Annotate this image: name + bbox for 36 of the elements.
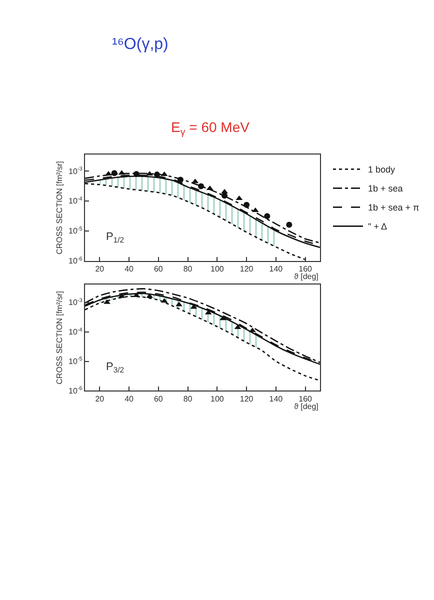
y-tick-label: 10$^{-3}$ <box>68 166 82 176</box>
y-tick-label: 10$^{-3}$ <box>68 298 82 308</box>
annotation: P$_{3/2}$ <box>106 361 124 374</box>
x-tick-label: 60 <box>154 264 164 274</box>
x-tick-label: 40 <box>124 394 134 404</box>
annotation: P$_{1/2}$ <box>106 231 124 244</box>
x-tick-label: 100 <box>210 394 224 404</box>
legend-label: 1b + sea + π <box>368 202 420 213</box>
y-tick-label: 10$^{-5}$ <box>68 356 82 366</box>
x-tick-label: 160 <box>298 264 313 274</box>
y-tick-label: 10$^{-6}$ <box>68 386 82 396</box>
x-axis-title: ϑ [deg] <box>294 402 318 411</box>
x-axis-title: ϑ [deg] <box>294 272 318 281</box>
legend-label: 1 body <box>368 164 396 175</box>
x-tick-label: 80 <box>183 394 193 404</box>
chart-subtitle: E$_{γ}$ = 60 MeV <box>171 119 250 138</box>
x-tick-label: 20 <box>95 394 105 404</box>
x-tick-label: 20 <box>95 264 105 274</box>
y-tick-label: 10$^{-6}$ <box>68 256 82 266</box>
chart-title: ¹⁶O(γ,p) <box>112 36 168 53</box>
y-axis-title: CROSS SECTION [fm²/sr] <box>55 290 64 384</box>
x-tick-label: 100 <box>210 264 224 274</box>
legend-label: 1b + sea <box>368 184 403 194</box>
x-tick-label: 140 <box>269 264 284 274</box>
x-tick-label: 60 <box>154 394 164 404</box>
x-tick-label: 140 <box>269 394 284 404</box>
x-tick-label: 120 <box>240 394 254 404</box>
y-tick-label: 10$^{-4}$ <box>68 196 82 206</box>
x-tick-label: 80 <box>183 264 193 274</box>
y-axis-title: CROSS SECTION [fm²/sr] <box>55 161 64 254</box>
y-tick-label: 10$^{-4}$ <box>68 327 82 337</box>
x-tick-label: 160 <box>298 394 313 404</box>
x-tick-label: 120 <box>240 264 254 274</box>
x-tick-label: 40 <box>124 264 134 274</box>
y-tick-label: 10$^{-5}$ <box>68 226 82 236</box>
legend-label: " + Δ <box>368 222 387 232</box>
